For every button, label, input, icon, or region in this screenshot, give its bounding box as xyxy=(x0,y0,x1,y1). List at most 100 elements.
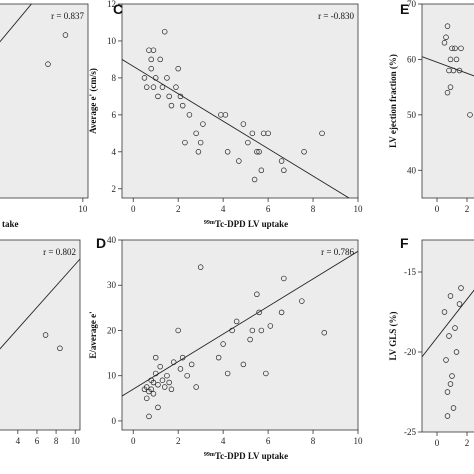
y-axis-label: Average e' (cm/s) xyxy=(88,68,98,134)
data-point xyxy=(186,112,193,118)
data-point xyxy=(452,45,458,52)
data-point xyxy=(249,327,256,334)
data-point xyxy=(168,102,175,109)
data-point xyxy=(155,93,161,100)
data-point xyxy=(456,301,463,307)
data-point xyxy=(446,333,452,339)
data-point xyxy=(251,176,258,183)
r-value-label: r = 0.802 xyxy=(43,247,76,257)
x-tick-label: 8 xyxy=(311,436,316,446)
data-point xyxy=(450,67,457,74)
data-point xyxy=(150,84,157,90)
panel-letter: C xyxy=(113,1,123,17)
x-tick-label: 0 xyxy=(435,438,440,448)
data-point xyxy=(164,372,170,379)
data-point xyxy=(452,325,458,331)
y-tick-label: 10 xyxy=(107,371,117,381)
x-tick-label: 8 xyxy=(311,204,316,214)
chart-panel-3: 40 50 60 70 0 2 E LV ejection fraction (%) xyxy=(388,0,474,214)
y-tick-label: 6 xyxy=(112,110,117,120)
x-tick-label: 10 xyxy=(78,204,88,214)
data-point xyxy=(143,84,150,90)
chart-panel-1: 10 r = 0.837 take xyxy=(0,3,89,229)
data-point xyxy=(148,56,154,63)
data-point xyxy=(159,84,166,90)
data-point xyxy=(170,359,177,365)
regression-line xyxy=(422,289,474,358)
data-point xyxy=(184,372,190,379)
data-point xyxy=(447,293,454,299)
x-axis-label: 99mTc-DPD LV uptake xyxy=(204,219,288,229)
y-tick-label: 0 xyxy=(112,416,117,426)
data-point xyxy=(254,149,260,155)
x-axis-label: 99mTc-DPD LV uptake xyxy=(204,451,288,461)
data-point xyxy=(143,395,150,402)
y-tick-label: -15 xyxy=(404,267,416,277)
data-point xyxy=(197,264,204,270)
data-point xyxy=(193,384,199,390)
data-point xyxy=(152,75,159,81)
regression-line xyxy=(422,56,474,77)
y-tick-label: -20 xyxy=(404,347,416,357)
data-point xyxy=(222,112,229,118)
y-tick-label: 10 xyxy=(107,36,117,46)
data-point xyxy=(200,121,206,127)
data-point xyxy=(245,139,251,146)
data-point xyxy=(299,298,305,304)
data-point xyxy=(148,65,154,72)
data-point xyxy=(443,34,449,41)
data-point xyxy=(453,56,460,63)
data-point xyxy=(177,366,184,372)
data-point xyxy=(449,373,455,379)
x-tick-label: 4 xyxy=(221,204,226,214)
data-point xyxy=(444,413,451,419)
x-tick-label: 10 xyxy=(354,436,364,446)
x-tick-label: 8 xyxy=(54,436,59,446)
data-point xyxy=(179,102,186,109)
data-point xyxy=(258,167,265,174)
data-point xyxy=(469,230,474,235)
r-value-label: r = -0.830 xyxy=(318,11,354,21)
data-point xyxy=(281,275,287,282)
y-axis-label: E/average e' xyxy=(88,311,98,358)
data-point xyxy=(278,158,285,164)
data-point xyxy=(157,56,163,63)
data-point xyxy=(161,28,168,35)
data-point xyxy=(449,45,455,52)
regression-line xyxy=(122,250,358,397)
regression-line xyxy=(122,59,350,198)
y-tick-label: 8 xyxy=(112,73,117,83)
data-point xyxy=(267,323,274,329)
plot-area xyxy=(0,3,89,199)
data-point xyxy=(152,370,159,377)
x-tick-label: 6 xyxy=(35,436,40,446)
data-point xyxy=(258,327,265,334)
data-point xyxy=(319,130,325,137)
data-point xyxy=(441,40,448,46)
panel-letter: F xyxy=(400,235,409,251)
data-point xyxy=(150,379,157,386)
data-point xyxy=(143,384,150,390)
y-tick-label: 60 xyxy=(407,54,417,64)
chart-panel-6: -25 -20 -15 0 2 F LV GLS (%) xyxy=(388,230,474,448)
data-point xyxy=(447,381,454,387)
data-point xyxy=(62,32,69,38)
data-point xyxy=(458,45,464,52)
data-point xyxy=(164,75,170,81)
data-point xyxy=(148,386,154,393)
plot-area xyxy=(421,239,474,433)
data-point xyxy=(195,149,202,155)
x-tick-label: 6 xyxy=(266,436,271,446)
regression-line xyxy=(0,4,33,43)
x-tick-label: 2 xyxy=(176,204,181,214)
y-tick-label: 12 xyxy=(107,0,116,9)
data-point xyxy=(141,75,148,81)
data-point xyxy=(443,357,449,363)
data-point xyxy=(224,149,231,155)
data-point xyxy=(175,327,181,334)
x-tick-label: 2 xyxy=(465,438,470,448)
data-point xyxy=(150,391,157,397)
data-point xyxy=(236,158,242,164)
x-tick-label: 0 xyxy=(131,204,136,214)
